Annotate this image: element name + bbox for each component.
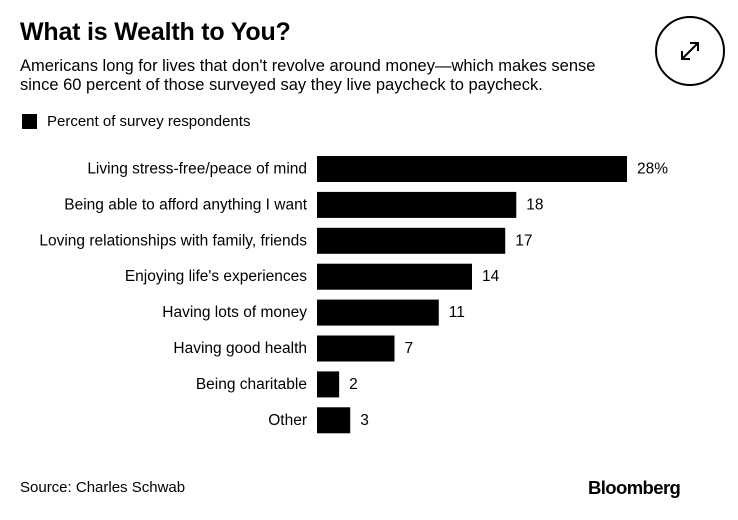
value-label: 3: [360, 412, 369, 429]
bar-chart: Living stress-free/peace of mind 28% Being…: [39, 156, 668, 434]
bar: [317, 371, 340, 398]
value-label: 7: [405, 340, 414, 357]
subtitle-line-1: Americans long for lives that don't revo…: [20, 57, 596, 75]
bar: [317, 263, 472, 290]
category-label: Being able to afford anything I want: [64, 196, 307, 213]
subtitle-line-2: since 60 percent of those surveyed say t…: [20, 76, 543, 94]
bloomberg-logo: Bloomberg: [588, 477, 681, 498]
bar: [317, 156, 627, 182]
value-label: 11: [449, 304, 465, 321]
bar: [317, 191, 517, 218]
legend-swatch: [22, 114, 37, 129]
category-label: Being charitable: [196, 376, 307, 393]
legend-label: Percent of survey respondents: [47, 113, 251, 130]
bar: [317, 407, 351, 434]
source-note: Source: Charles Schwab: [20, 479, 186, 496]
bar: [317, 335, 395, 362]
value-label: 17: [515, 232, 532, 249]
value-label: 28%: [637, 161, 668, 178]
value-label: 18: [526, 196, 543, 213]
value-label: 2: [349, 376, 358, 393]
chart-title: What is Wealth to You?: [20, 18, 291, 46]
category-label: Having lots of money: [162, 304, 307, 321]
value-label: 14: [482, 268, 500, 285]
expand-button[interactable]: [655, 16, 725, 86]
category-label: Living stress-free/peace of mind: [87, 161, 307, 178]
category-label: Other: [268, 412, 307, 429]
category-label: Loving relationships with family, friend…: [39, 232, 307, 249]
category-label: Enjoying life's experiences: [125, 268, 307, 285]
chart-subtitle: Americans long for lives that don't revo…: [20, 57, 660, 101]
category-label: Having good health: [173, 340, 307, 357]
expand-arrows-icon: [681, 42, 699, 60]
bar: [317, 299, 439, 326]
bar: [317, 227, 506, 254]
legend: Percent of survey respondents: [22, 113, 250, 130]
